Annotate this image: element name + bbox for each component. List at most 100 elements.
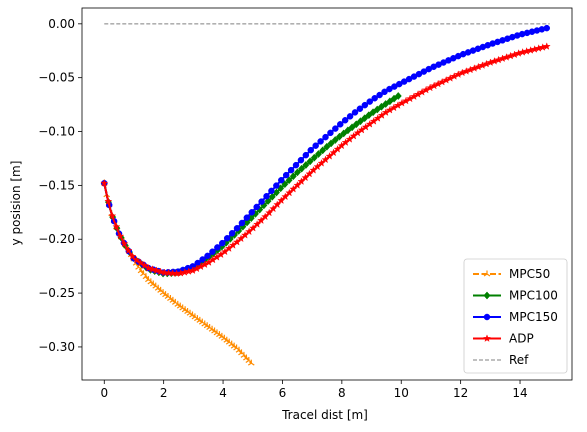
data-point-adp bbox=[168, 269, 177, 277]
data-point-mpc100 bbox=[319, 146, 327, 155]
legend-label-mpc150: MPC150 bbox=[509, 310, 558, 324]
data-point-mpc150 bbox=[228, 230, 236, 237]
data-point-mpc100 bbox=[310, 153, 318, 162]
data-point-mpc100 bbox=[348, 123, 356, 132]
data-point-mpc150 bbox=[297, 156, 305, 164]
data-point-mpc100 bbox=[344, 126, 352, 135]
data-point-mpc150 bbox=[243, 214, 251, 221]
y-tick-label: −0.30 bbox=[38, 340, 75, 354]
legend-item-ref: Ref bbox=[473, 353, 529, 367]
x-tick-label: 10 bbox=[394, 386, 409, 400]
data-point-mpc150 bbox=[214, 244, 221, 251]
y-tick-label: −0.25 bbox=[38, 286, 75, 300]
data-point-adp bbox=[156, 267, 165, 276]
x-tick-label: 2 bbox=[160, 386, 168, 400]
data-point-adp bbox=[132, 256, 141, 264]
legend-label-mpc50: MPC50 bbox=[509, 267, 550, 281]
data-point-mpc150 bbox=[282, 171, 290, 179]
legend-item-mpc150: MPC150 bbox=[473, 310, 558, 324]
data-point-mpc150 bbox=[317, 138, 324, 145]
axes-frame bbox=[81, 7, 573, 381]
data-point-mpc150 bbox=[346, 113, 354, 120]
data-point-mpc100 bbox=[314, 150, 323, 159]
x-tick-label: 8 bbox=[338, 386, 346, 400]
x-axis-label: Tracel dist [m] bbox=[281, 408, 368, 422]
data-point-mpc100 bbox=[289, 172, 297, 181]
data-point-mpc100 bbox=[352, 120, 360, 129]
data-point-mpc150 bbox=[253, 203, 260, 211]
data-point-adp bbox=[148, 265, 157, 273]
axes-layer: 0 2 4 6 8 10 12 14 0.00 −0.05 −0.10 −0.15 −0.20 −0.25… bbox=[38, 7, 573, 400]
legend-marker-mpc150 bbox=[483, 313, 491, 321]
data-point-mpc150 bbox=[219, 239, 226, 247]
data-point-mpc150 bbox=[327, 129, 334, 137]
data-point-mpc100 bbox=[327, 139, 335, 148]
data-point-mpc150 bbox=[356, 105, 364, 112]
data-point-adp bbox=[140, 261, 149, 269]
y-tick-label: 0.00 bbox=[48, 17, 75, 31]
data-point-mpc150 bbox=[223, 235, 231, 242]
x-tick-label: 14 bbox=[512, 386, 527, 400]
data-point-adp bbox=[124, 246, 133, 254]
data-point-mpc150 bbox=[238, 219, 246, 227]
data-point-adp bbox=[164, 268, 173, 277]
data-point-mpc150 bbox=[273, 182, 280, 189]
data-point-mpc150 bbox=[258, 198, 265, 205]
data-point-mpc50 bbox=[247, 359, 255, 366]
data-point-adp bbox=[160, 268, 169, 277]
data-point-mpc150 bbox=[371, 95, 378, 102]
data-point-mpc150 bbox=[263, 193, 270, 200]
data-point-mpc150 bbox=[376, 91, 383, 99]
data-point-adp bbox=[136, 258, 145, 267]
x-tick-label: 6 bbox=[279, 386, 287, 400]
series-layer bbox=[100, 23, 551, 366]
data-point-mpc100 bbox=[361, 114, 369, 123]
legend-label-ref: Ref bbox=[509, 353, 529, 367]
data-point-adp bbox=[128, 252, 137, 260]
data-point-adp bbox=[144, 263, 153, 272]
legend: MPC50 MPC100 MPC150 ADP Ref bbox=[463, 258, 568, 374]
y-tick-label: −0.15 bbox=[38, 178, 75, 192]
legend-marker-mpc50 bbox=[483, 270, 491, 277]
series-adp bbox=[100, 42, 551, 277]
data-point-mpc150 bbox=[199, 256, 206, 263]
data-point-adp bbox=[100, 179, 109, 187]
data-point-mpc150 bbox=[233, 225, 241, 232]
data-point-mpc150 bbox=[248, 209, 256, 216]
data-point-mpc150 bbox=[287, 166, 295, 174]
data-point-mpc150 bbox=[322, 133, 329, 141]
legend-label-mpc100: MPC100 bbox=[509, 289, 558, 303]
legend-marker-mpc100 bbox=[483, 291, 491, 300]
legend-item-adp: ADP bbox=[473, 332, 534, 346]
data-point-adp bbox=[116, 232, 125, 240]
y-tick-label: −0.10 bbox=[38, 125, 75, 139]
data-point-mpc150 bbox=[278, 176, 285, 184]
data-point-adp bbox=[269, 204, 278, 213]
data-point-mpc100 bbox=[306, 157, 314, 166]
data-point-adp bbox=[112, 222, 121, 231]
x-tick-label: 12 bbox=[453, 386, 468, 400]
data-point-adp bbox=[108, 211, 117, 220]
data-point-mpc150 bbox=[341, 117, 349, 124]
data-point-mpc100 bbox=[356, 117, 365, 126]
legend-label-adp: ADP bbox=[509, 332, 534, 346]
data-point-mpc150 bbox=[332, 125, 339, 132]
data-point-mpc100 bbox=[323, 142, 331, 151]
data-point-mpc150 bbox=[361, 101, 369, 109]
data-point-mpc150 bbox=[351, 109, 359, 116]
data-point-mpc100 bbox=[302, 161, 310, 169]
data-point-mpc150 bbox=[312, 142, 319, 149]
y-tick-label: −0.20 bbox=[38, 232, 75, 246]
legend-item-mpc100: MPC100 bbox=[473, 289, 558, 303]
legend-marker-adp bbox=[483, 334, 491, 342]
data-point-mpc100 bbox=[331, 136, 339, 144]
data-point-adp bbox=[152, 266, 161, 274]
y-tick-label: −0.05 bbox=[38, 71, 75, 85]
data-point-adp bbox=[273, 200, 282, 209]
data-point-mpc150 bbox=[209, 248, 216, 255]
data-point-mpc100 bbox=[365, 111, 373, 120]
data-point-mpc150 bbox=[292, 161, 300, 169]
data-point-adp bbox=[104, 197, 113, 205]
legend-box bbox=[463, 258, 568, 374]
